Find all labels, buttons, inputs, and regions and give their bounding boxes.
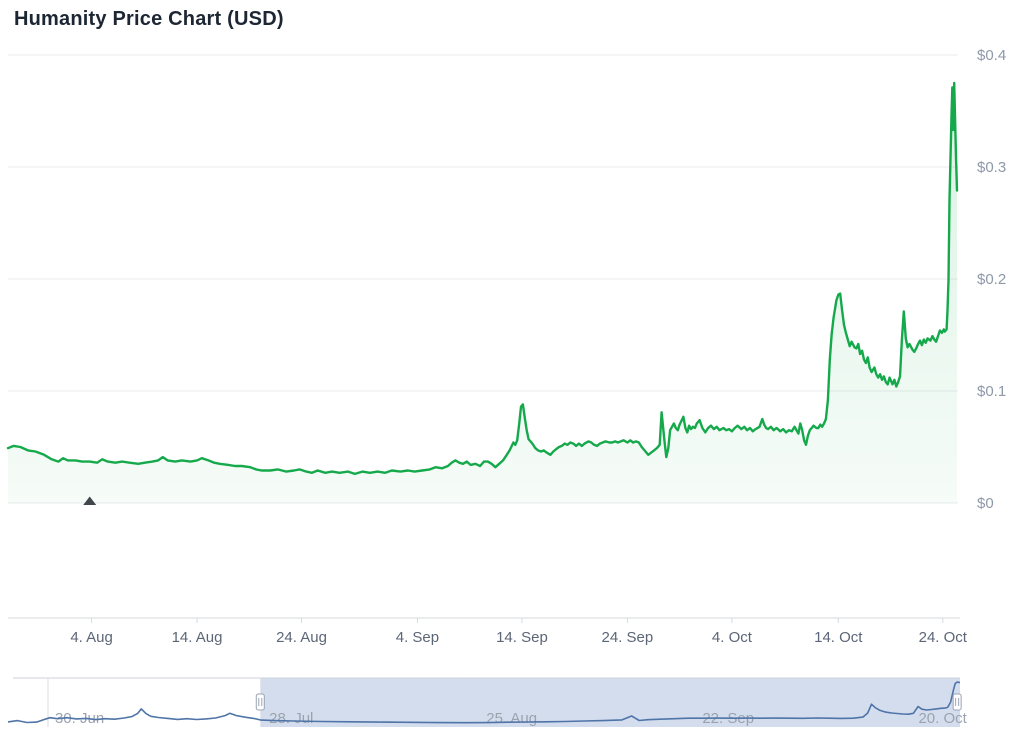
price-line[interactable]: [6, 81, 959, 476]
handle-grip[interactable]: [952, 693, 962, 711]
price-area: [8, 83, 957, 503]
x-axis-label: 24. Aug: [276, 629, 327, 646]
x-axis-label: 24. Sep: [602, 629, 654, 646]
x-axis-label: 4. Sep: [396, 629, 439, 646]
x-axis-label: 4. Oct: [712, 629, 753, 646]
x-axis-label: 14. Sep: [496, 629, 548, 646]
navigator-series: [7, 681, 961, 724]
x-axis-label: 4. Aug: [70, 629, 113, 646]
x-axis-label: 14. Aug: [172, 629, 223, 646]
navigator-label: 28. Jul: [269, 710, 313, 727]
navigator-handle-right[interactable]: [952, 693, 962, 711]
navigator: 30. Jun 28. Jul 25. Aug 22. Sep 20. Oct: [7, 677, 968, 727]
navigator-label: 20. Oct: [918, 710, 967, 727]
x-axis: 4. Aug 14. Aug 24. Aug 4. Sep 14. Sep 24. Sep…: [8, 617, 968, 646]
y-axis-label: $0.3: [977, 159, 1006, 176]
navigator-label: 25. Aug: [486, 710, 537, 727]
y-axis-label: $0.4: [977, 47, 1006, 64]
annotation-triangle-icon[interactable]: [83, 496, 97, 506]
y-axis-label: $0: [977, 495, 994, 512]
chart-title: Humanity Price Chart (USD): [14, 8, 284, 30]
y-axis-label: $0.2: [977, 271, 1006, 288]
handle-grip[interactable]: [255, 693, 265, 711]
y-axis-label: $0.1: [977, 383, 1006, 400]
x-axis-label: 24. Oct: [919, 629, 968, 646]
navigator-handle-left[interactable]: [255, 693, 265, 711]
x-axis-label: 14. Oct: [814, 629, 863, 646]
